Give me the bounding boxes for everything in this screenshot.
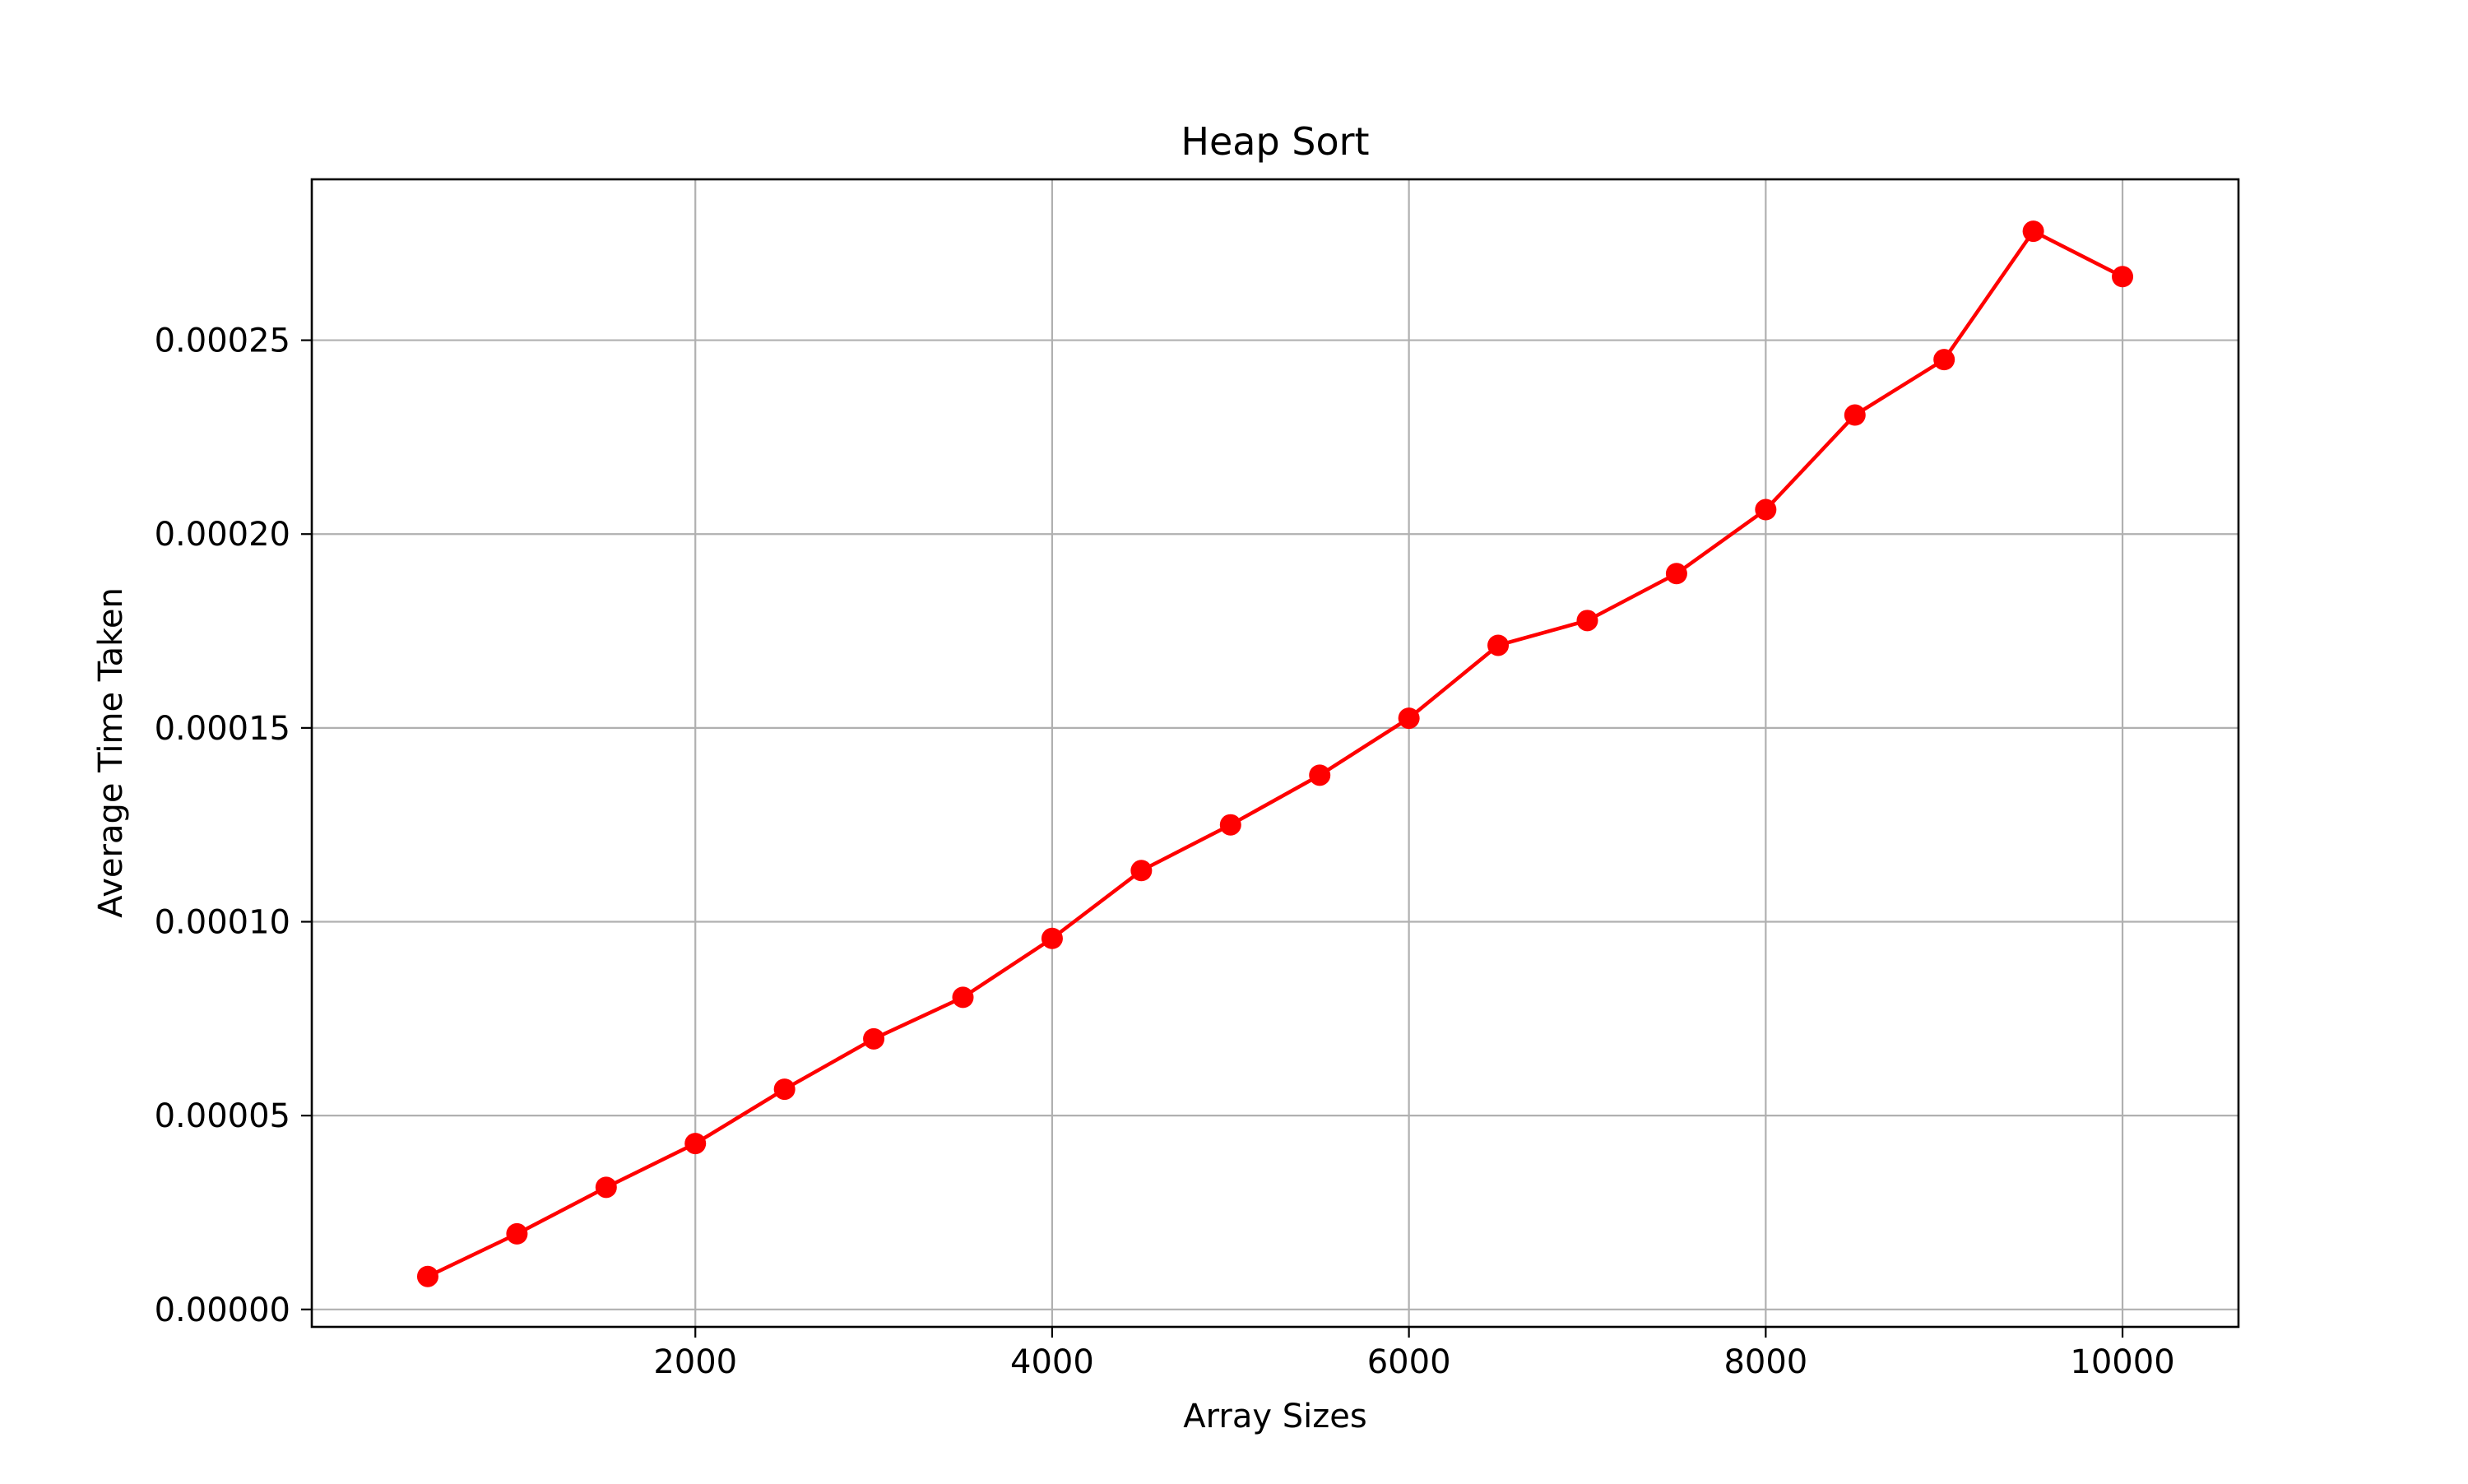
chart-title: Heap Sort (1181, 119, 1369, 164)
axis-ticks: 2000 4000 6000 8000 10000 0.00000 0.00005 0.000… (155, 322, 2175, 1381)
data-point-marker (1398, 707, 1420, 730)
data-point-marker (1487, 634, 1510, 656)
y-tick-label: 0.00020 (155, 516, 290, 554)
data-point-marker (2112, 266, 2134, 288)
x-tick-label: 2000 (653, 1343, 737, 1381)
data-point-marker (773, 1078, 796, 1101)
y-tick-label: 0.00015 (155, 710, 290, 748)
x-tick-label: 6000 (1367, 1343, 1451, 1381)
series-layer (416, 220, 2134, 1287)
data-point-marker (1130, 860, 1153, 882)
x-tick-label: 10000 (2070, 1343, 2174, 1381)
plot-frame (310, 178, 2240, 1329)
data-point-marker (684, 1133, 707, 1155)
y-tick-label: 0.00010 (155, 904, 290, 942)
data-point-marker (1755, 499, 1777, 521)
data-point-marker (416, 1265, 438, 1287)
y-tick-label: 0.00005 (155, 1097, 290, 1135)
data-point-marker (1041, 927, 1063, 949)
data-point-marker (1576, 610, 1598, 632)
series-line (426, 229, 2124, 1278)
data-point-marker (595, 1176, 617, 1199)
data-point-marker (863, 1027, 885, 1050)
data-point-marker (952, 986, 974, 1009)
y-tick-label: 0.00025 (155, 322, 290, 360)
y-axis-label: Average Time Taken (92, 587, 130, 918)
data-point-marker (1219, 814, 1241, 836)
data-point-marker (1933, 349, 1955, 371)
data-point-marker (506, 1222, 528, 1245)
x-axis-label: Array Sizes (1183, 1398, 1366, 1435)
x-tick-label: 4000 (1010, 1343, 1094, 1381)
data-point-marker (1665, 563, 1687, 585)
data-point-marker (2022, 220, 2044, 243)
x-tick-label: 8000 (1723, 1343, 1807, 1381)
y-tick-label: 0.00000 (155, 1292, 290, 1329)
data-point-marker (1844, 404, 1866, 426)
grid-lines (312, 179, 2238, 1327)
data-point-marker (1309, 764, 1331, 786)
